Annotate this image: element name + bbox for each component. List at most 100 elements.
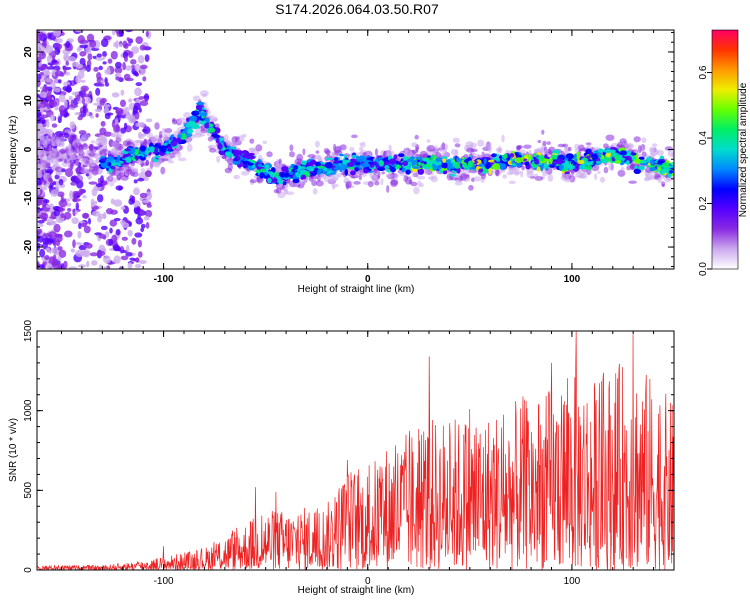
spectrogram-cell: [601, 155, 605, 160]
spectrogram-cell: [46, 66, 55, 70]
spectrogram-cell: [297, 184, 305, 189]
spectrogram-cell: [380, 178, 384, 186]
spectrogram-cell: [101, 165, 109, 168]
spectrogram-cell: [69, 121, 76, 130]
spectrogram-cell: [301, 160, 307, 166]
spectrogram-cell: [454, 143, 461, 148]
spectrogram-cell: [241, 154, 249, 158]
spectrogram-cell: [80, 133, 90, 141]
spectrogram-cell: [124, 219, 130, 223]
spectrogram-cell: [638, 165, 645, 170]
spectrogram-cell: [218, 149, 226, 156]
spectrogram-cell: [41, 162, 47, 170]
spectrogram-cell: [379, 161, 385, 165]
spectrogram-cell: [134, 72, 139, 77]
spectrogram-cell: [657, 177, 663, 183]
y-tick-label: 1500: [23, 319, 34, 342]
spectrogram-cell: [426, 139, 431, 143]
x-tick-label: -100: [154, 274, 174, 285]
spectrogram-cell: [53, 87, 61, 93]
spectrogram-cell: [600, 176, 605, 183]
chart-title: S174.2026.064.03.50.R07: [275, 1, 439, 17]
spectrogram-cell: [434, 145, 438, 152]
spectrogram-cell: [351, 158, 357, 163]
spectrogram-cell: [454, 181, 463, 186]
spectrogram-cell: [249, 138, 255, 144]
spectrogram-cell: [289, 151, 295, 158]
spectrogram-cell: [506, 171, 514, 176]
x-tick-label: 0: [365, 274, 371, 285]
spectrogram-cell: [626, 156, 632, 161]
spectrogram-cell: [242, 150, 250, 156]
spectrogram-cell: [73, 192, 77, 202]
spectrogram-cell: [120, 89, 125, 96]
spectrogram-cell: [42, 70, 51, 76]
spectrogram-cell: [399, 172, 407, 177]
spectrogram-cell: [567, 146, 572, 152]
spectrogram-cell: [359, 146, 364, 152]
spectrogram-cell: [393, 173, 398, 181]
spectrogram-cell: [134, 63, 141, 72]
spectrogram-cell: [651, 143, 658, 148]
spectrogram-cell: [488, 167, 492, 175]
spectrogram-cell: [499, 163, 507, 169]
spectrogram-cell: [46, 92, 53, 101]
spectrogram-cell: [462, 162, 467, 168]
spectrogram-cell: [151, 136, 156, 144]
spectrogram-cell: [53, 241, 57, 247]
spectrogram-cell: [111, 121, 116, 128]
spectrogram-cell: [106, 156, 115, 162]
spectrogram-cell: [123, 73, 131, 81]
spectrogram-cell: [56, 43, 63, 50]
spectrogram-cell: [143, 162, 149, 167]
spectrogram-cell: [249, 147, 256, 154]
spectrogram-cell: [630, 152, 635, 155]
spectrogram-cell: [121, 236, 128, 241]
spectrogram-cell: [661, 162, 670, 169]
spectrogram-cell: [440, 162, 448, 169]
spectrogram-cell: [544, 154, 548, 160]
spectrogram-cell: [442, 158, 447, 163]
spectrogram-cell: [81, 93, 91, 98]
spectrogram-cell: [60, 213, 65, 219]
spectrogram-cell: [317, 165, 325, 169]
spectrogram-cell: [138, 260, 147, 264]
spectrogram-cell: [333, 173, 339, 181]
spectrogram-cell: [89, 115, 94, 119]
spectrogram-cell: [44, 255, 50, 261]
spectrogram-cell: [170, 139, 178, 147]
y-tick-label: 0: [23, 567, 34, 573]
spectrogram-cell: [108, 238, 113, 246]
spectrogram-cell: [122, 40, 128, 49]
spectrogram-cell: [77, 70, 85, 79]
spectrogram-cell: [136, 206, 141, 212]
spectrogram-cell: [49, 182, 54, 189]
spectrogram-cell: [69, 131, 76, 136]
spectrogram-cell: [229, 141, 238, 146]
spectrogram-cell: [81, 165, 85, 171]
spectrogram-cell: [516, 145, 522, 150]
spectrogram-cell: [125, 244, 130, 253]
spectrogram-cell: [127, 140, 132, 145]
spectrogram-cell: [218, 141, 225, 144]
spectrogram-cell: [69, 190, 74, 200]
spectrogram-cell: [64, 129, 72, 134]
spectrogram-cell: [354, 167, 359, 172]
spectrogram-cell: [414, 134, 419, 140]
spectrogram-cell: [585, 164, 593, 171]
spectrogram-cell: [79, 39, 89, 44]
spectrogram-cell: [120, 114, 127, 119]
spectrogram-cell: [469, 142, 477, 148]
spectrogram-cell: [146, 203, 152, 208]
spectrogram-cell: [95, 183, 103, 188]
spectrogram-cell: [127, 229, 133, 237]
spectrogram-cell: [449, 162, 453, 169]
x-tick-label: -100: [154, 576, 174, 587]
spectrogram-cell: [114, 66, 123, 74]
spectrogram-cell: [37, 223, 44, 227]
spectrogram-cell: [424, 163, 432, 168]
spectrogram-cell: [405, 169, 411, 175]
spectrogram-cell: [556, 158, 564, 165]
spectrogram-cell: [68, 156, 77, 161]
